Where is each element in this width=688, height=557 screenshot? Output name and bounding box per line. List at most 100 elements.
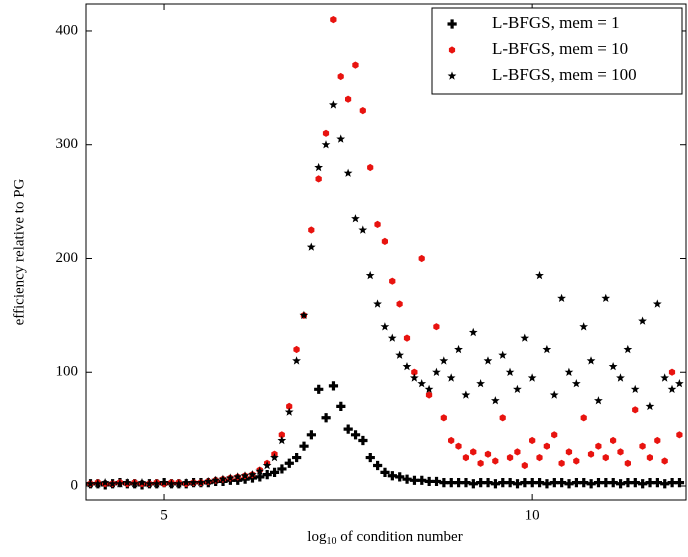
star-marker — [446, 373, 456, 382]
star-marker — [468, 327, 478, 337]
hexagon-marker — [646, 454, 653, 462]
hexagon-marker — [418, 254, 425, 263]
star-marker — [491, 396, 500, 405]
plot-frame — [85, 3, 687, 501]
plus-marker — [542, 479, 552, 489]
star-marker — [667, 384, 677, 393]
hexagon-marker — [433, 323, 440, 331]
hexagon-marker — [448, 436, 455, 445]
plus-marker — [439, 477, 449, 488]
star-marker — [571, 379, 581, 388]
x-label-part: of condition number — [336, 529, 462, 545]
star-marker — [351, 214, 360, 223]
plus-marker — [321, 413, 331, 423]
hexagon-marker — [492, 457, 499, 465]
star-marker — [262, 460, 272, 470]
plus-marker — [284, 458, 294, 468]
plus-marker — [630, 477, 640, 488]
plus-marker — [269, 467, 280, 477]
star-marker — [115, 479, 125, 488]
legend-box — [431, 7, 683, 95]
star-marker — [365, 270, 375, 280]
hexagon-marker — [315, 175, 322, 183]
hexagon-marker — [477, 459, 484, 467]
hexagon-marker — [602, 454, 609, 462]
plus-marker — [667, 477, 677, 488]
plus-marker — [549, 477, 559, 488]
hexagon-marker — [506, 454, 514, 462]
plus-marker — [505, 477, 515, 488]
star-marker — [542, 344, 552, 354]
hexagon-marker — [308, 226, 315, 234]
legend-label: L-BFGS, mem = 1 — [492, 13, 620, 32]
plus-marker — [417, 475, 427, 485]
hexagon-marker — [470, 448, 477, 456]
star-marker — [498, 350, 508, 359]
hexagon-marker — [462, 454, 469, 462]
hexagon-marker — [654, 436, 661, 445]
hexagon-marker — [396, 300, 403, 308]
plus-marker — [564, 479, 574, 489]
hexagon-marker — [514, 448, 521, 456]
plus-marker — [579, 477, 589, 488]
star-marker — [660, 373, 669, 382]
star-marker — [535, 270, 544, 280]
star-marker — [549, 390, 559, 399]
plus-marker — [660, 479, 670, 489]
star-marker — [608, 362, 618, 371]
legend-label: L-BFGS, mem = 10 — [492, 39, 628, 58]
hexagon-marker — [278, 431, 285, 439]
hexagon-marker — [595, 442, 602, 450]
plus-marker — [674, 477, 685, 488]
hexagon-marker — [337, 72, 344, 81]
star-marker — [196, 478, 206, 487]
hexagon-marker — [565, 448, 573, 456]
plus-marker — [255, 472, 265, 482]
hexagon-marker — [330, 16, 337, 24]
star-marker — [329, 100, 338, 109]
y-tick-label: 100 — [56, 364, 79, 380]
hexagon-marker — [529, 436, 536, 445]
star-marker — [255, 466, 265, 475]
hexagon-marker — [484, 450, 492, 458]
star-marker — [270, 453, 279, 462]
plus-marker — [461, 477, 471, 488]
star-marker — [108, 479, 117, 488]
plus-marker — [292, 452, 302, 463]
star-marker — [152, 479, 161, 488]
plus-marker — [343, 424, 353, 434]
hexagon-marker — [381, 237, 388, 245]
plus-marker — [593, 477, 604, 488]
star-marker — [343, 168, 353, 177]
star-marker — [616, 373, 625, 382]
plus-marker — [365, 452, 375, 463]
star-marker — [292, 356, 301, 365]
plus-marker — [490, 479, 501, 489]
hexagon-marker — [345, 95, 352, 103]
star-marker — [638, 316, 647, 325]
hexagon-marker — [425, 391, 433, 399]
x-tick-label: 10 — [525, 507, 540, 523]
star-marker — [461, 390, 471, 399]
star-marker — [586, 356, 596, 365]
star-marker — [336, 134, 346, 143]
star-marker — [240, 471, 250, 480]
hexagon-marker — [551, 431, 558, 439]
star-marker — [483, 356, 493, 365]
star-marker — [248, 470, 257, 479]
hexagon-marker — [367, 163, 374, 172]
plus-marker — [476, 477, 486, 488]
star-marker — [439, 356, 449, 365]
hexagon-marker — [610, 436, 617, 445]
star-marker — [218, 474, 228, 483]
hexagon-marker — [639, 442, 646, 450]
star-marker — [159, 478, 169, 487]
hexagon-marker — [440, 414, 447, 422]
plus-marker — [468, 479, 478, 489]
star-marker — [402, 362, 412, 371]
star-marker — [424, 384, 434, 393]
y-tick-label: 300 — [56, 136, 79, 152]
plus-marker — [586, 479, 596, 489]
hexagon-marker — [322, 129, 330, 137]
